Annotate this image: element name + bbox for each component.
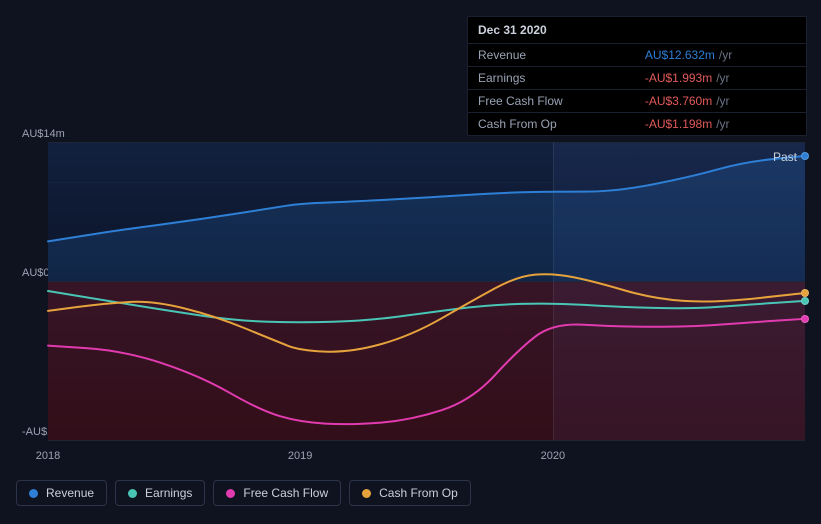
tooltip-date: Dec 31 2020: [468, 17, 806, 44]
series-end-dot-fcf: [801, 315, 809, 323]
tooltip-row-label: Revenue: [468, 44, 635, 67]
legend-label: Free Cash Flow: [243, 486, 328, 500]
line-series-layer: [48, 142, 805, 440]
chart-tooltip: Dec 31 2020 RevenueAU$12.632m/yrEarnings…: [467, 16, 807, 136]
x-axis-tick-label: 2018: [36, 450, 60, 462]
legend-item-fcf[interactable]: Free Cash Flow: [213, 480, 341, 506]
series-fcf: [48, 319, 805, 424]
tooltip-row-label: Earnings: [468, 67, 635, 90]
tooltip-row-value: AU$12.632m/yr: [635, 44, 806, 67]
tooltip-row-value: -AU$1.993m/yr: [635, 67, 806, 90]
tooltip-row-label: Free Cash Flow: [468, 90, 635, 113]
legend-swatch: [226, 489, 235, 498]
x-axis-tick-label: 2020: [541, 450, 565, 462]
legend: Revenue Earnings Free Cash Flow Cash From O…: [16, 480, 471, 506]
legend-item-earnings[interactable]: Earnings: [115, 480, 205, 506]
tooltip-row-value: -AU$3.760m/yr: [635, 90, 806, 113]
series-earnings: [48, 291, 805, 322]
tooltip-row: Free Cash Flow-AU$3.760m/yr: [468, 90, 806, 113]
grid-line: [48, 440, 805, 441]
past-label: Past: [773, 150, 797, 164]
legend-label: Cash From Op: [379, 486, 458, 500]
series-end-dot-revenue: [801, 152, 809, 160]
legend-item-cfo[interactable]: Cash From Op: [349, 480, 471, 506]
plot-area[interactable]: [48, 142, 805, 440]
tooltip-row: Earnings-AU$1.993m/yr: [468, 67, 806, 90]
series-end-dot-cfo: [801, 289, 809, 297]
legend-label: Earnings: [145, 486, 192, 500]
legend-item-revenue[interactable]: Revenue: [16, 480, 107, 506]
tooltip-row-value: -AU$1.198m/yr: [635, 113, 806, 136]
tooltip-table: RevenueAU$12.632m/yrEarnings-AU$1.993m/y…: [468, 44, 806, 135]
tooltip-row: RevenueAU$12.632m/yr: [468, 44, 806, 67]
x-axis-tick-label: 2019: [288, 450, 312, 462]
tooltip-row-label: Cash From Op: [468, 113, 635, 136]
financials-chart: Dec 31 2020 RevenueAU$12.632m/yrEarnings…: [0, 0, 821, 524]
y-axis-tick-label: AU$0: [22, 267, 50, 279]
legend-swatch: [362, 489, 371, 498]
legend-label: Revenue: [46, 486, 94, 500]
series-end-dot-earnings: [801, 297, 809, 305]
legend-swatch: [29, 489, 38, 498]
legend-swatch: [128, 489, 137, 498]
tooltip-row: Cash From Op-AU$1.198m/yr: [468, 113, 806, 136]
y-axis-tick-label: AU$14m: [22, 128, 65, 140]
